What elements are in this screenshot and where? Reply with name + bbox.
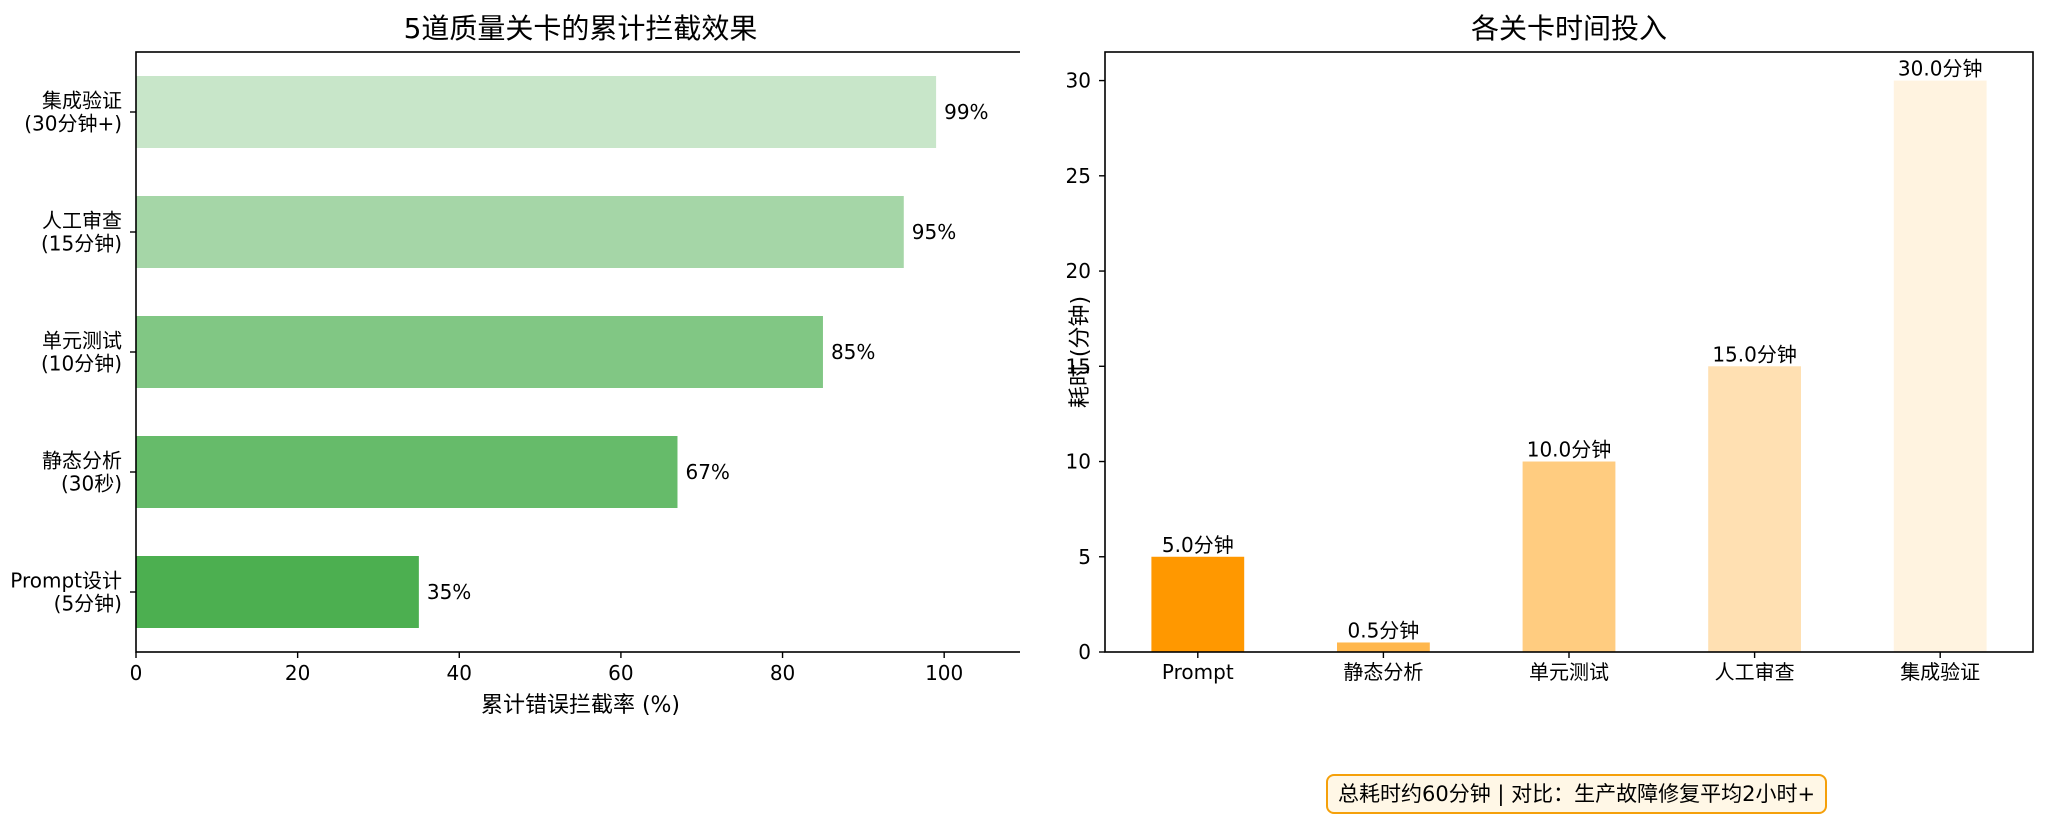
bar <box>136 436 678 508</box>
chart-title: 5道质量关卡的累计拦截效果 <box>404 12 758 45</box>
bar <box>136 76 937 148</box>
x-axis-label: 累计错误拦截率 (%) <box>481 693 680 718</box>
x-tick-label: 80 <box>770 661 795 685</box>
bar-value-label: 99% <box>944 100 988 124</box>
bar <box>1337 642 1430 652</box>
y-tick-label: Prompt设计 <box>10 569 122 593</box>
bar-value-label: 95% <box>912 220 956 244</box>
y-tick-label: 单元测试 <box>42 329 122 353</box>
x-tick-label: 集成验证 <box>1900 660 1980 684</box>
y-tick-label: (30分钟+) <box>24 112 122 136</box>
y-tick-label: (15分钟) <box>41 232 122 256</box>
bar-value-label: 5.0分钟 <box>1162 533 1234 557</box>
bar-value-label: 15.0分钟 <box>1712 342 1797 366</box>
bar-value-label: 35% <box>427 580 471 604</box>
x-tick-label: 静态分析 <box>1343 660 1423 684</box>
bar-value-label: 0.5分钟 <box>1347 618 1419 642</box>
bar <box>1522 461 1616 652</box>
y-axis-label: 耗时 (分钟) <box>1068 296 1093 408</box>
y-tick-label: 集成验证 <box>42 89 122 113</box>
summary-note: 总耗时约60分钟 | 对比：生产故障修复平均2小时+ <box>1326 774 1828 814</box>
y-tick-label: 10 <box>1066 450 1091 474</box>
plot-frame <box>1104 51 2034 653</box>
y-tick-label: 5 <box>1078 545 1091 569</box>
y-tick-label: (10分钟) <box>41 352 122 376</box>
bar-value-label: 67% <box>685 460 729 484</box>
bar-value-label: 30.0分钟 <box>1898 57 1983 81</box>
x-tick-label: Prompt <box>1162 660 1234 684</box>
y-tick-label: 0 <box>1078 640 1091 664</box>
y-tick-label: 15 <box>1066 354 1091 378</box>
y-tick-label: (30秒) <box>61 472 122 496</box>
bar <box>136 196 904 268</box>
bar <box>1893 80 1987 653</box>
y-tick-label: (5分钟) <box>54 592 122 616</box>
bar <box>136 556 419 628</box>
y-tick-label: 人工审查 <box>42 209 122 233</box>
x-tick-label: 60 <box>608 661 633 685</box>
y-tick-label: 30 <box>1066 69 1091 93</box>
plot-frame <box>135 51 1020 653</box>
bar <box>1151 556 1245 652</box>
bar <box>1708 366 1801 652</box>
x-tick-label: 0 <box>130 661 143 685</box>
chart-title: 各关卡时间投入 <box>1471 12 1667 45</box>
cumulative-interception-chart: 5道质量关卡的累计拦截效果 35% Prompt设计(5分钟) 67% 静态分析(30秒… <box>10 12 1020 718</box>
x-tick-label: 40 <box>447 661 472 685</box>
y-tick-label: 20 <box>1066 259 1091 283</box>
bar <box>136 316 823 388</box>
x-tick-label: 单元测试 <box>1529 660 1609 684</box>
x-tick-label: 100 <box>925 661 963 685</box>
x-tick-label: 人工审查 <box>1715 660 1795 684</box>
bar-value-label: 10.0分钟 <box>1527 438 1612 462</box>
y-tick-label: 静态分析 <box>42 449 122 473</box>
x-tick-label: 20 <box>285 661 310 685</box>
y-tick-label: 25 <box>1066 164 1091 188</box>
bar-value-label: 85% <box>831 340 875 364</box>
